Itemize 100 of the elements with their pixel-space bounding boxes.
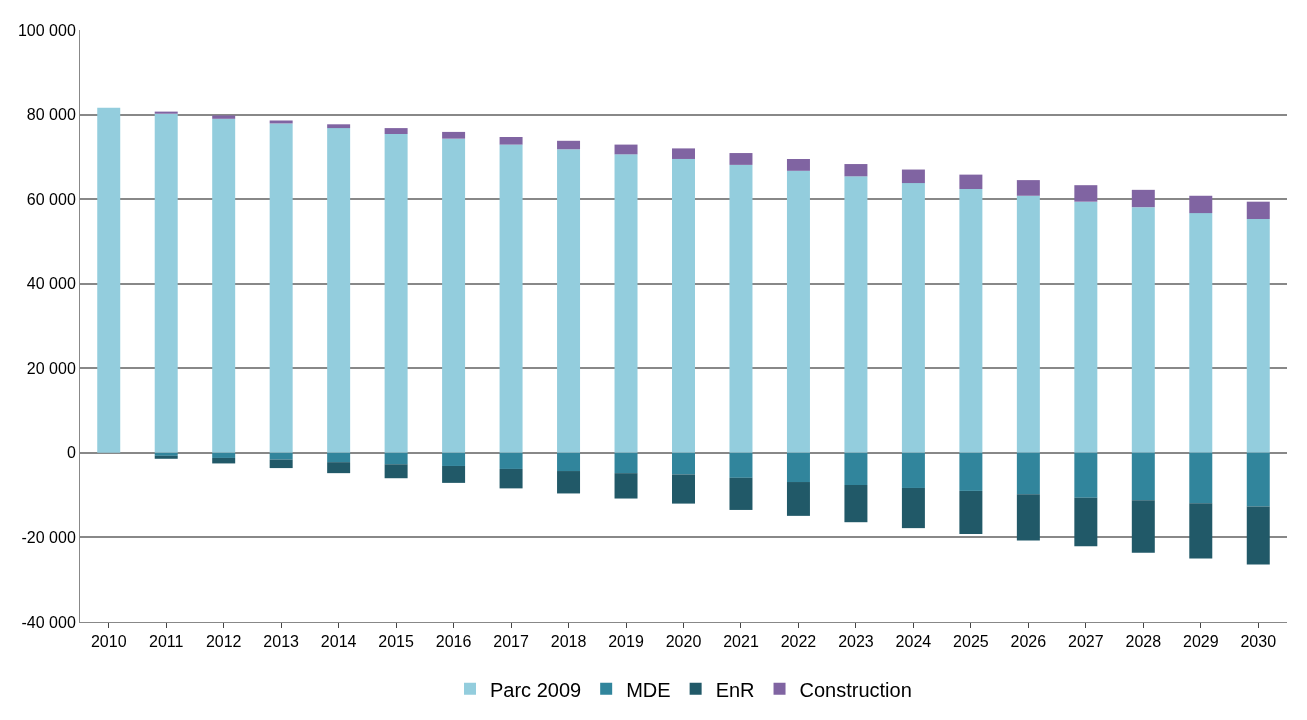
y-tick-label: 0 [66, 444, 76, 462]
bar [844, 484, 868, 523]
bar [327, 124, 351, 129]
bar [1074, 201, 1098, 453]
bar [269, 123, 293, 453]
bar [614, 452, 638, 474]
bar [1074, 497, 1098, 547]
x-tick-label: 2023 [838, 633, 874, 651]
bar [442, 452, 466, 466]
bar [959, 188, 983, 453]
x-tick-label: 2012 [205, 633, 242, 651]
bar [499, 468, 523, 489]
x-tick-label: 2016 [435, 633, 472, 651]
bar [1189, 503, 1213, 559]
bar [1016, 452, 1040, 495]
bar [1246, 506, 1270, 565]
bar [729, 164, 753, 453]
x-tick-label: 2027 [1068, 633, 1104, 651]
bar [1131, 189, 1155, 208]
bar [672, 452, 695, 475]
x-tick-label: 2028 [1125, 633, 1162, 651]
bar [269, 120, 293, 124]
y-tick-label: 60 000 [26, 190, 76, 208]
bar [442, 131, 466, 139]
bar [1131, 500, 1155, 553]
bar [959, 174, 983, 189]
legend-label: EnR [715, 678, 755, 701]
x-tick-label: 2011 [149, 633, 184, 651]
bar [212, 118, 236, 453]
bar [154, 113, 178, 453]
bar [442, 465, 466, 483]
bar [212, 115, 236, 119]
bar [384, 128, 408, 135]
bar [442, 138, 466, 453]
bar [672, 474, 695, 504]
y-tick-label: 80 000 [26, 106, 76, 124]
bar [269, 459, 293, 469]
bar [384, 134, 408, 453]
x-tick-label: 2014 [320, 633, 357, 651]
bar [557, 149, 581, 453]
x-tick-label: 2020 [665, 633, 702, 651]
y-tick-label: 100 000 [17, 21, 76, 39]
bar [1131, 452, 1155, 501]
x-tick-label: 2029 [1182, 633, 1219, 651]
bar [384, 452, 408, 465]
bar [672, 148, 695, 159]
x-tick-label: 2022 [780, 633, 817, 651]
bar [154, 111, 178, 114]
bar [614, 144, 638, 155]
bar [327, 128, 351, 453]
x-tick-label: 2030 [1240, 633, 1277, 651]
bar [1074, 185, 1098, 202]
legend-label: MDE [626, 678, 671, 701]
bar [1016, 195, 1040, 453]
y-tick-label: 20 000 [26, 359, 76, 377]
bar [557, 452, 581, 472]
y-tick-label: 40 000 [26, 275, 76, 293]
bar [959, 490, 983, 535]
bar [1246, 452, 1270, 507]
bar [729, 153, 753, 165]
bar [786, 452, 810, 483]
bar [614, 154, 638, 453]
bar [212, 457, 236, 464]
bar [1016, 180, 1040, 196]
bar [557, 471, 581, 494]
bar [1074, 452, 1098, 498]
bar [844, 164, 868, 177]
x-tick-label: 2017 [493, 633, 529, 651]
bar [729, 477, 753, 510]
x-tick-label: 2010 [90, 633, 127, 651]
x-tick-label: 2021 [723, 633, 759, 651]
bar [1189, 452, 1213, 504]
bar [327, 462, 351, 474]
bar [557, 140, 581, 150]
bar [786, 158, 810, 171]
y-tick-label: -20 000 [21, 529, 76, 547]
legend-label: Construction [799, 678, 912, 701]
y-tick-label: -40 000 [21, 613, 76, 631]
bar [327, 452, 351, 463]
bar [1189, 213, 1213, 453]
x-tick-label: 2013 [263, 633, 300, 651]
bar [1246, 201, 1270, 220]
bar [901, 169, 925, 184]
bar [959, 452, 983, 491]
bar [1189, 195, 1213, 214]
x-tick-label: 2026 [1010, 633, 1047, 651]
bar [614, 473, 638, 499]
x-tick-label: 2025 [953, 633, 989, 651]
bar [786, 482, 810, 516]
bar [1246, 219, 1270, 453]
legend-label: Parc 2009 [490, 678, 582, 701]
bar [1016, 494, 1040, 541]
x-tick-label: 2019 [608, 633, 644, 651]
bar [499, 144, 523, 453]
bar [499, 452, 523, 469]
bar [729, 452, 753, 478]
bar [97, 107, 121, 453]
bar [269, 452, 293, 460]
bar [901, 452, 925, 488]
bar [1131, 207, 1155, 453]
